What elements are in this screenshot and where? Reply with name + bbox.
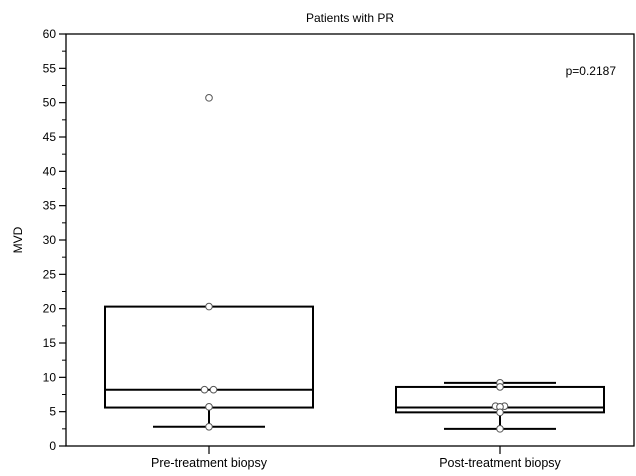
y-tick-label: 45 <box>43 130 57 144</box>
chart-title: Patients with PR <box>306 11 394 25</box>
y-tick-label: 30 <box>43 233 57 247</box>
data-point <box>209 385 218 394</box>
y-tick-label: 10 <box>43 370 57 384</box>
data-point <box>496 383 504 391</box>
y-tick-label: 5 <box>49 405 56 419</box>
data-point <box>205 422 213 431</box>
x-category-label: Pre-treatment biopsy <box>151 456 268 470</box>
y-tick-label: 15 <box>43 336 57 350</box>
box-plots <box>104 305 605 430</box>
x-category-label: Post-treatment biopsy <box>439 456 561 470</box>
y-tick-label: 60 <box>43 27 57 41</box>
data-point <box>205 403 213 411</box>
data-points <box>200 94 509 433</box>
y-axis-label: MVD <box>11 226 25 253</box>
y-tick-label: 40 <box>43 164 57 178</box>
y-tick-label: 25 <box>43 267 57 281</box>
plot-area <box>65 33 635 447</box>
y-tick-label: 20 <box>43 302 57 316</box>
x-axis: Pre-treatment biopsy Post-treatment biops… <box>151 446 562 470</box>
y-tick-label: 35 <box>43 199 57 213</box>
data-point <box>205 94 213 102</box>
p-value-annotation: p=0.2187 <box>566 64 617 78</box>
data-point <box>205 302 213 311</box>
y-tick-label: 55 <box>43 61 57 75</box>
y-tick-label: 0 <box>49 439 56 453</box>
box <box>104 305 314 409</box>
data-point <box>200 385 209 394</box>
y-axis: 0 5 10 15 20 25 30 35 40 45 50 55 60 <box>43 27 66 453</box>
data-point <box>496 425 504 433</box>
y-tick-label: 50 <box>43 96 57 110</box>
data-point <box>496 408 504 417</box>
